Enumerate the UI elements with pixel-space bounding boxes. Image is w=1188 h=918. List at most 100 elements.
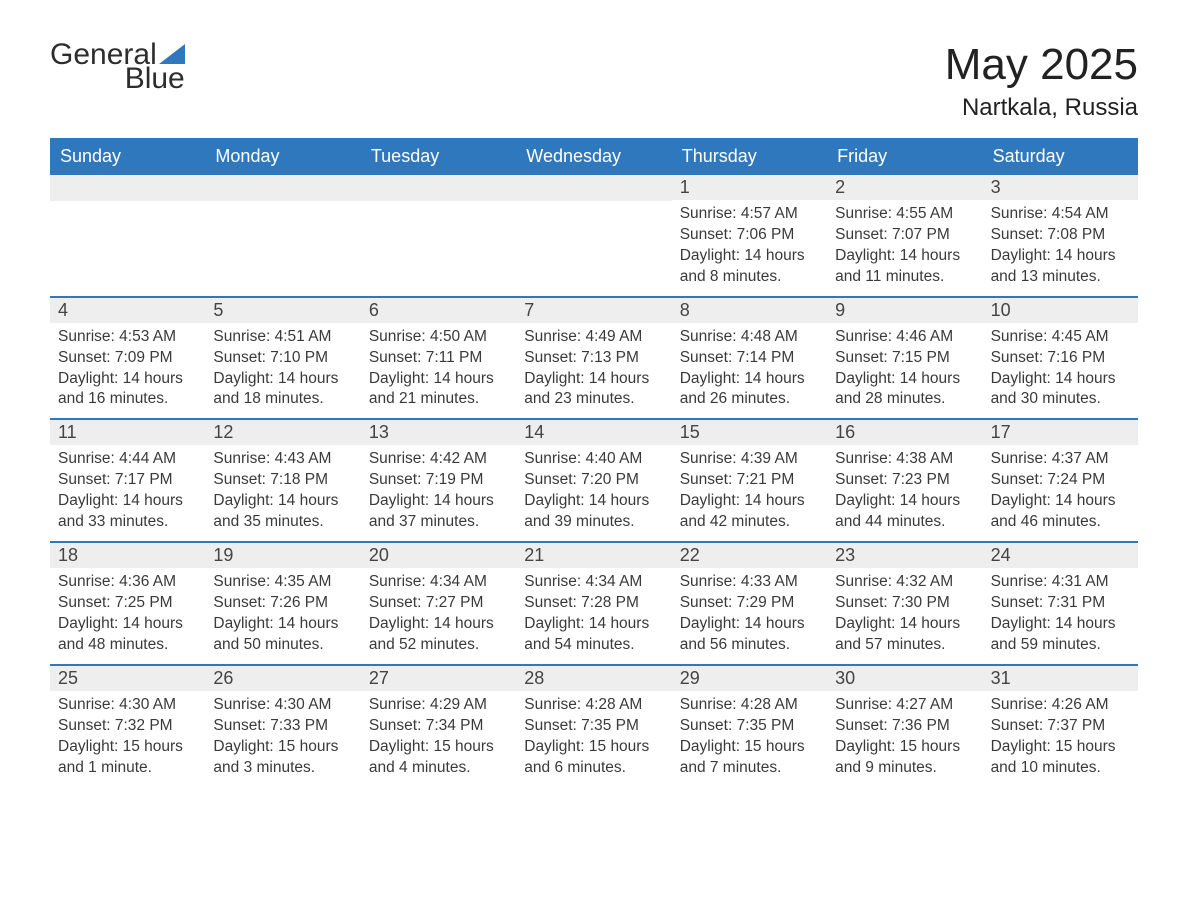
day-number: 9 (827, 298, 982, 323)
day-info: Sunrise: 4:27 AMSunset: 7:36 PMDaylight:… (827, 691, 982, 787)
day-info: Sunrise: 4:43 AMSunset: 7:18 PMDaylight:… (205, 445, 360, 541)
day-cell: 27Sunrise: 4:29 AMSunset: 7:34 PMDayligh… (361, 666, 516, 787)
location: Nartkala, Russia (945, 94, 1138, 122)
sunset-text: Sunset: 7:27 PM (369, 593, 508, 614)
day-cell: 8Sunrise: 4:48 AMSunset: 7:14 PMDaylight… (672, 298, 827, 419)
day-cell: 1Sunrise: 4:57 AMSunset: 7:06 PMDaylight… (672, 175, 827, 296)
header: General Blue May 2025 Nartkala, Russia (50, 40, 1138, 122)
sunset-text: Sunset: 7:19 PM (369, 470, 508, 491)
day-info: Sunrise: 4:28 AMSunset: 7:35 PMDaylight:… (672, 691, 827, 787)
day-number: 10 (983, 298, 1138, 323)
day-info: Sunrise: 4:34 AMSunset: 7:27 PMDaylight:… (361, 568, 516, 664)
day-info: Sunrise: 4:39 AMSunset: 7:21 PMDaylight:… (672, 445, 827, 541)
day-number: 18 (50, 543, 205, 568)
daylight-text: Daylight: 14 hours and 11 minutes. (835, 246, 974, 288)
day-info: Sunrise: 4:46 AMSunset: 7:15 PMDaylight:… (827, 323, 982, 419)
day-cell: 7Sunrise: 4:49 AMSunset: 7:13 PMDaylight… (516, 298, 671, 419)
day-info: Sunrise: 4:32 AMSunset: 7:30 PMDaylight:… (827, 568, 982, 664)
sunset-text: Sunset: 7:14 PM (680, 348, 819, 369)
day-cell: 30Sunrise: 4:27 AMSunset: 7:36 PMDayligh… (827, 666, 982, 787)
day-cell: 9Sunrise: 4:46 AMSunset: 7:15 PMDaylight… (827, 298, 982, 419)
daylight-text: Daylight: 15 hours and 7 minutes. (680, 737, 819, 779)
daylight-text: Daylight: 15 hours and 6 minutes. (524, 737, 663, 779)
sunset-text: Sunset: 7:35 PM (524, 716, 663, 737)
sunset-text: Sunset: 7:21 PM (680, 470, 819, 491)
day-number: 15 (672, 420, 827, 445)
weekday-header: Saturday (983, 138, 1138, 175)
sunset-text: Sunset: 7:10 PM (213, 348, 352, 369)
sunrise-text: Sunrise: 4:30 AM (58, 695, 197, 716)
daylight-text: Daylight: 14 hours and 21 minutes. (369, 369, 508, 411)
sunset-text: Sunset: 7:09 PM (58, 348, 197, 369)
day-number: 21 (516, 543, 671, 568)
sunrise-text: Sunrise: 4:34 AM (524, 572, 663, 593)
daylight-text: Daylight: 14 hours and 44 minutes. (835, 491, 974, 533)
day-cell: 25Sunrise: 4:30 AMSunset: 7:32 PMDayligh… (50, 666, 205, 787)
sunrise-text: Sunrise: 4:40 AM (524, 449, 663, 470)
sunrise-text: Sunrise: 4:54 AM (991, 204, 1130, 225)
weekday-header-row: SundayMondayTuesdayWednesdayThursdayFrid… (50, 138, 1138, 175)
sunset-text: Sunset: 7:15 PM (835, 348, 974, 369)
sunrise-text: Sunrise: 4:38 AM (835, 449, 974, 470)
calendar: SundayMondayTuesdayWednesdayThursdayFrid… (50, 138, 1138, 786)
logo: General Blue (50, 40, 185, 94)
sunrise-text: Sunrise: 4:42 AM (369, 449, 508, 470)
month-title: May 2025 (945, 40, 1138, 90)
sunrise-text: Sunrise: 4:44 AM (58, 449, 197, 470)
day-cell: 14Sunrise: 4:40 AMSunset: 7:20 PMDayligh… (516, 420, 671, 541)
weekday-header: Friday (827, 138, 982, 175)
day-info: Sunrise: 4:31 AMSunset: 7:31 PMDaylight:… (983, 568, 1138, 664)
sunrise-text: Sunrise: 4:48 AM (680, 327, 819, 348)
day-cell: 2Sunrise: 4:55 AMSunset: 7:07 PMDaylight… (827, 175, 982, 296)
sunrise-text: Sunrise: 4:49 AM (524, 327, 663, 348)
day-number: 19 (205, 543, 360, 568)
day-cell: 18Sunrise: 4:36 AMSunset: 7:25 PMDayligh… (50, 543, 205, 664)
sunrise-text: Sunrise: 4:55 AM (835, 204, 974, 225)
day-info: Sunrise: 4:28 AMSunset: 7:35 PMDaylight:… (516, 691, 671, 787)
day-number: 22 (672, 543, 827, 568)
sunset-text: Sunset: 7:34 PM (369, 716, 508, 737)
day-info: Sunrise: 4:48 AMSunset: 7:14 PMDaylight:… (672, 323, 827, 419)
day-cell: 12Sunrise: 4:43 AMSunset: 7:18 PMDayligh… (205, 420, 360, 541)
sunset-text: Sunset: 7:06 PM (680, 225, 819, 246)
day-number: 3 (983, 175, 1138, 200)
weekday-header: Sunday (50, 138, 205, 175)
day-cell: 28Sunrise: 4:28 AMSunset: 7:35 PMDayligh… (516, 666, 671, 787)
sunset-text: Sunset: 7:33 PM (213, 716, 352, 737)
day-cell: 15Sunrise: 4:39 AMSunset: 7:21 PMDayligh… (672, 420, 827, 541)
sunrise-text: Sunrise: 4:53 AM (58, 327, 197, 348)
day-cell: 29Sunrise: 4:28 AMSunset: 7:35 PMDayligh… (672, 666, 827, 787)
daylight-text: Daylight: 15 hours and 9 minutes. (835, 737, 974, 779)
day-info: Sunrise: 4:54 AMSunset: 7:08 PMDaylight:… (983, 200, 1138, 296)
sunrise-text: Sunrise: 4:34 AM (369, 572, 508, 593)
daylight-text: Daylight: 14 hours and 35 minutes. (213, 491, 352, 533)
day-cell: 11Sunrise: 4:44 AMSunset: 7:17 PMDayligh… (50, 420, 205, 541)
day-cell (205, 175, 360, 296)
day-number (205, 175, 360, 201)
day-info: Sunrise: 4:29 AMSunset: 7:34 PMDaylight:… (361, 691, 516, 787)
sunset-text: Sunset: 7:31 PM (991, 593, 1130, 614)
sunset-text: Sunset: 7:16 PM (991, 348, 1130, 369)
day-number: 1 (672, 175, 827, 200)
sunset-text: Sunset: 7:28 PM (524, 593, 663, 614)
daylight-text: Daylight: 14 hours and 57 minutes. (835, 614, 974, 656)
daylight-text: Daylight: 14 hours and 18 minutes. (213, 369, 352, 411)
day-info: Sunrise: 4:26 AMSunset: 7:37 PMDaylight:… (983, 691, 1138, 787)
sunset-text: Sunset: 7:18 PM (213, 470, 352, 491)
sunset-text: Sunset: 7:30 PM (835, 593, 974, 614)
day-number: 14 (516, 420, 671, 445)
day-cell: 10Sunrise: 4:45 AMSunset: 7:16 PMDayligh… (983, 298, 1138, 419)
day-cell: 19Sunrise: 4:35 AMSunset: 7:26 PMDayligh… (205, 543, 360, 664)
day-number: 5 (205, 298, 360, 323)
day-info: Sunrise: 4:37 AMSunset: 7:24 PMDaylight:… (983, 445, 1138, 541)
day-cell: 23Sunrise: 4:32 AMSunset: 7:30 PMDayligh… (827, 543, 982, 664)
daylight-text: Daylight: 15 hours and 1 minute. (58, 737, 197, 779)
sunrise-text: Sunrise: 4:46 AM (835, 327, 974, 348)
sunrise-text: Sunrise: 4:27 AM (835, 695, 974, 716)
daylight-text: Daylight: 14 hours and 52 minutes. (369, 614, 508, 656)
daylight-text: Daylight: 14 hours and 33 minutes. (58, 491, 197, 533)
day-cell: 22Sunrise: 4:33 AMSunset: 7:29 PMDayligh… (672, 543, 827, 664)
day-number: 6 (361, 298, 516, 323)
day-cell: 31Sunrise: 4:26 AMSunset: 7:37 PMDayligh… (983, 666, 1138, 787)
day-cell: 20Sunrise: 4:34 AMSunset: 7:27 PMDayligh… (361, 543, 516, 664)
